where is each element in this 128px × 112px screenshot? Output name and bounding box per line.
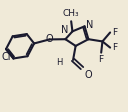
- Text: F: F: [112, 43, 118, 52]
- Text: O: O: [85, 70, 92, 80]
- Text: Cl: Cl: [1, 52, 11, 62]
- Text: N: N: [86, 20, 93, 30]
- Text: H: H: [56, 58, 63, 67]
- Text: CH₃: CH₃: [62, 10, 79, 18]
- Text: F: F: [112, 28, 118, 37]
- Text: N: N: [61, 25, 69, 35]
- Text: F: F: [99, 55, 104, 64]
- Text: O: O: [46, 34, 53, 44]
